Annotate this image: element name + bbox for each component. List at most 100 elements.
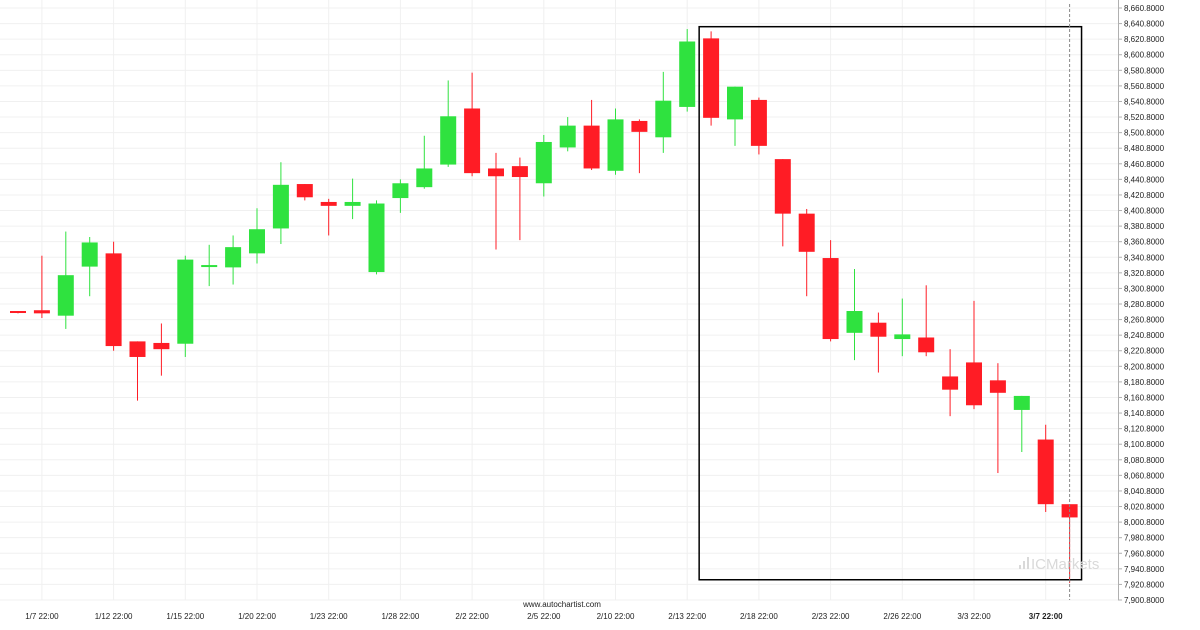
candle-body (942, 376, 959, 390)
x-tick-label: 1/20 22:00 (238, 612, 276, 621)
candle-body (583, 125, 600, 169)
candle (1037, 424, 1054, 512)
candle-body (129, 341, 146, 357)
y-axis-ticks: 8,660.8000 8,640.8000 8,620.8000 8,600.8000… (1118, 4, 1165, 605)
candle-body (57, 275, 74, 316)
source-label: www.autochartist.com (522, 600, 601, 609)
y-tick-label: 8,000.8000 (1124, 518, 1165, 527)
candles (10, 29, 1078, 583)
candle-body (703, 38, 720, 118)
y-tick-label: 8,300.8000 (1124, 284, 1165, 293)
x-tick-label: 1/23 22:00 (310, 612, 348, 621)
y-tick-label: 8,460.8000 (1124, 160, 1165, 169)
x-tick-label: 2/10 22:00 (597, 612, 635, 621)
x-tick-label: 3/7 22:00 (1029, 612, 1063, 621)
candle-body (535, 141, 552, 184)
candle-body (81, 242, 98, 267)
candle-body (655, 100, 672, 138)
candle (272, 162, 289, 245)
y-tick-label: 8,060.8000 (1124, 471, 1165, 480)
candle (81, 237, 98, 297)
candle-body (464, 108, 481, 174)
x-tick-label: 2/23 22:00 (812, 612, 850, 621)
x-tick-label: 1/15 22:00 (166, 612, 204, 621)
candle-body (10, 311, 26, 314)
candle-body (631, 120, 648, 132)
candle (392, 179, 409, 213)
candle (750, 97, 767, 155)
candle (774, 159, 791, 247)
candle (201, 244, 218, 287)
candle (894, 298, 911, 357)
candle (798, 208, 815, 297)
candle-body (559, 125, 576, 148)
candle-body (798, 213, 815, 252)
y-tick-label: 8,440.8000 (1124, 175, 1165, 184)
x-tick-label: 2/5 22:00 (527, 612, 561, 621)
candle-body (750, 99, 767, 146)
candle-body (488, 168, 504, 177)
candle (989, 363, 1006, 474)
y-tick-label: 8,140.8000 (1124, 409, 1165, 418)
y-tick-label: 8,080.8000 (1124, 456, 1165, 465)
y-tick-label: 8,380.8000 (1124, 222, 1165, 231)
candle (607, 108, 624, 175)
candle-body (296, 184, 313, 198)
candle-body (249, 229, 265, 254)
candle-body (679, 41, 696, 107)
candle-body (105, 253, 122, 347)
y-tick-label: 8,480.8000 (1124, 144, 1165, 153)
candle-body (511, 166, 528, 178)
grid-lines (0, 0, 1118, 601)
y-tick-label: 8,600.8000 (1124, 51, 1165, 60)
y-tick-label: 8,640.8000 (1124, 20, 1165, 29)
y-tick-label: 7,920.8000 (1124, 580, 1165, 589)
y-tick-label: 8,220.8000 (1124, 347, 1165, 356)
brand-watermark: ICMarkets (1019, 556, 1099, 573)
candle-body (966, 362, 982, 406)
candle (296, 184, 313, 201)
y-tick-label: 8,560.8000 (1124, 82, 1165, 91)
candle (655, 71, 672, 153)
x-tick-label: 2/26 22:00 (883, 612, 921, 621)
y-tick-label: 7,900.8000 (1124, 596, 1165, 605)
candle-body (392, 183, 409, 199)
candle (631, 119, 648, 174)
brand-text: ICMarkets (1031, 556, 1099, 573)
y-tick-label: 8,420.8000 (1124, 191, 1165, 200)
x-tick-label: 2/13 22:00 (668, 612, 706, 621)
x-tick-label: 2/2 22:00 (455, 612, 489, 621)
x-axis-ticks: 1/7 22:00 1/12 22:00 1/15 22:00 1/20 22:00 1… (25, 612, 1063, 621)
candle-body (870, 322, 887, 337)
candle (918, 285, 935, 357)
x-tick-label: 2/18 22:00 (740, 612, 778, 621)
candle-body (201, 265, 218, 268)
candle (1013, 395, 1030, 452)
candle (368, 200, 385, 275)
candle (511, 157, 528, 241)
candle (583, 99, 600, 171)
y-tick-label: 8,340.8000 (1124, 253, 1165, 262)
x-tick-label: 1/12 22:00 (95, 612, 133, 621)
candle-body (1037, 439, 1054, 505)
y-tick-label: 8,660.8000 (1124, 4, 1165, 13)
candle (105, 241, 122, 351)
y-tick-label: 8,200.8000 (1124, 362, 1165, 371)
pattern-highlight-box (698, 25, 1083, 581)
candle (177, 255, 194, 357)
candle-body (989, 380, 1006, 393)
candle-body (918, 337, 935, 353)
candle-body (894, 334, 911, 340)
candle (416, 135, 433, 189)
candle-body (177, 259, 194, 344)
candle (727, 86, 743, 146)
candle-body (846, 311, 863, 333)
y-tick-label: 8,400.8000 (1124, 207, 1165, 216)
bars-icon (1019, 557, 1029, 569)
candle (966, 300, 982, 410)
x-tick-label: 3/3 22:00 (957, 612, 991, 621)
candle (679, 29, 696, 112)
candle (942, 349, 959, 417)
candle (320, 198, 337, 236)
